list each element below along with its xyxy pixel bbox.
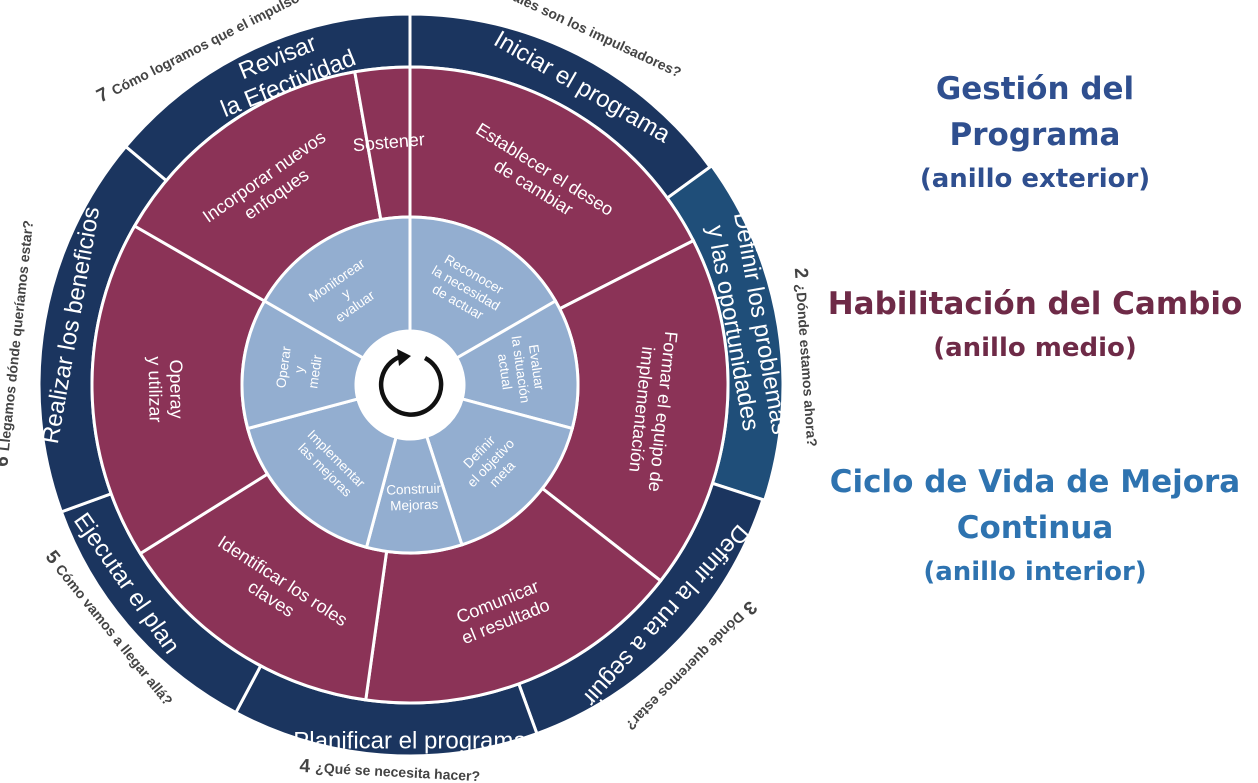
legend-inner-title-line-1: Ciclo de Vida de Mejora <box>829 464 1241 500</box>
inner-segment-5 <box>245 397 398 550</box>
legend-middle-title: Habilitación del Cambio <box>827 286 1243 322</box>
inner-segment-1 <box>408 215 558 361</box>
legend-inner-title-line-2: Continua <box>956 510 1114 546</box>
inner-segment-6 <box>240 298 366 431</box>
outer-step-number: 2 <box>790 267 812 284</box>
outer-question-text: Llegamos dónde queríamos estar? <box>0 219 36 451</box>
legend-outer-ring: Gestión del Programa (anillo exterior) <box>820 66 1250 200</box>
outer-question-text: ¿Qué se necesita hacer? <box>315 760 481 783</box>
inner-segment-label: ConstruirMejoras <box>386 481 442 514</box>
outer-segment-label: Planificar el programa <box>293 727 527 754</box>
legend-inner-ring: Ciclo de Vida de Mejora Continua (anillo… <box>820 459 1250 593</box>
legend-inner-subtitle: (anillo interior) <box>923 557 1147 587</box>
center-hub <box>358 333 462 437</box>
outer-step-number: 6 <box>0 450 14 468</box>
legend-outer-title-line-2: Programa <box>949 117 1121 153</box>
inner-segment-label: Operarymedir <box>273 345 325 394</box>
inner-ring: Reconocerla necesidadde actuarEvaluarla … <box>240 215 580 555</box>
outer-question: 6 Llegamos dónde queríamos estar? <box>0 219 38 468</box>
outer-question-text: ¿Dónde estamos ahora? <box>793 283 820 447</box>
outer-step-number: 4 <box>299 756 316 778</box>
inner-segment-3 <box>424 397 575 547</box>
legend-middle-subtitle: (anillo medio) <box>933 333 1137 363</box>
legend-middle-ring: Habilitación del Cambio (anillo medio) <box>820 281 1250 369</box>
inner-segment-7 <box>262 215 412 361</box>
middle-segment-label: Operayy utilizar <box>145 356 187 423</box>
legend-outer-subtitle: (anillo exterior) <box>919 164 1151 194</box>
inner-segment-2 <box>454 298 580 431</box>
outer-question: 2 ¿Dónde estamos ahora? <box>790 267 823 447</box>
cycle-arrow-icon <box>378 349 444 417</box>
legend-outer-title-line-1: Gestión del <box>935 71 1135 107</box>
outer-question: 4 ¿Qué se necesita hacer? <box>299 756 481 783</box>
